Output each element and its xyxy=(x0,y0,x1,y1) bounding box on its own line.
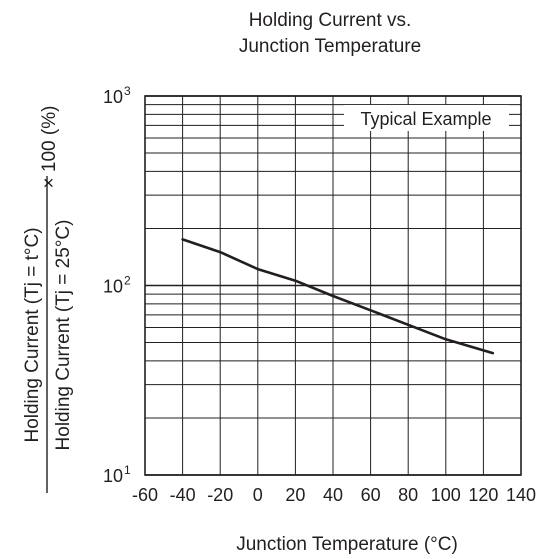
y-axis-label: Holding Current (Tj = t°C) Holding Curre… xyxy=(22,106,74,493)
y-tick-label: 10 xyxy=(103,466,123,486)
x-tick-label: -40 xyxy=(170,485,196,505)
x-tick-label: -20 xyxy=(207,485,233,505)
x-tick-label: 0 xyxy=(253,485,263,505)
y-axis-label-numerator: Holding Current (Tj = t°C) xyxy=(22,227,43,442)
x-axis-label: Junction Temperature (°C) xyxy=(236,534,458,555)
x-tick-labels: -60 -40 -20 0 20 40 60 80 100 120 140 xyxy=(132,485,536,505)
series-line xyxy=(181,238,495,355)
annotation-text: Typical Example xyxy=(360,109,491,129)
y-axis-label-denominator: Holding Current (Tj = 25°C) xyxy=(53,220,74,451)
x-tick-label: 80 xyxy=(398,485,418,505)
chart-title-line-1: Holding Current vs. xyxy=(249,10,412,31)
series-group xyxy=(181,238,495,355)
y-tick-label: 10 xyxy=(103,277,123,297)
x-tick-label: 20 xyxy=(285,485,305,505)
x-tick-label: -60 xyxy=(132,485,158,505)
chart-title-line-2: Junction Temperature xyxy=(239,36,421,57)
x-tick-label: 100 xyxy=(431,485,461,505)
y-tick-label: 10 xyxy=(103,87,123,107)
y-tick-label-exponent: 1 xyxy=(124,463,131,477)
plot-frame xyxy=(144,95,522,476)
y-axis-label-suffix: × 100 (%) xyxy=(39,106,60,189)
grid-minor-lines xyxy=(144,96,522,475)
y-tick-label-exponent: 3 xyxy=(124,84,131,98)
x-tick-label: 40 xyxy=(323,485,343,505)
x-tick-label: 120 xyxy=(468,485,498,505)
y-tick-label-exponent: 2 xyxy=(124,274,131,288)
x-tick-label: 60 xyxy=(361,485,381,505)
x-tick-label: 140 xyxy=(506,485,536,505)
annotation-background xyxy=(344,105,509,131)
